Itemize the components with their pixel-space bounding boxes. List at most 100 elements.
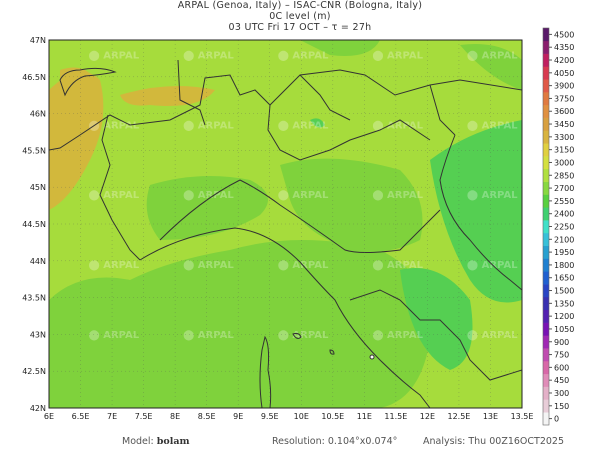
- arpal-watermark: ⬤ ARPAL: [467, 50, 518, 61]
- resolution-info: Resolution: 0.104°x0.074°: [272, 436, 398, 447]
- colorbar-swatch: [543, 412, 549, 426]
- colorbar-swatch: [543, 245, 549, 259]
- colorbar-swatch: [543, 28, 549, 42]
- colorbar-label: 3450: [554, 120, 574, 129]
- lon-tick-label: 9.5E: [261, 412, 279, 421]
- field-region-cool: [300, 40, 380, 56]
- colorbar-label: 3150: [554, 146, 574, 155]
- colorbar-label: 600: [554, 363, 569, 372]
- model-info: Model: bolam: [122, 436, 190, 447]
- colorbar-swatch: [543, 232, 549, 247]
- lat-tick-label: 46N: [30, 110, 46, 119]
- arpal-watermark: ⬤ ARPAL: [372, 120, 423, 131]
- colorbar-swatch: [543, 309, 549, 323]
- title-time: 03 UTC Fri 17 OCT – τ = 27h: [228, 22, 372, 33]
- colorbar-swatch: [543, 168, 549, 182]
- lat-tick-label: 43.5N: [22, 294, 46, 303]
- arpal-watermark: ⬤ ARPAL: [278, 120, 329, 131]
- arpal-watermark: ⬤ ARPAL: [89, 330, 140, 341]
- colorbar-swatch: [543, 284, 549, 298]
- arpal-watermark: ⬤ ARPAL: [278, 330, 329, 341]
- colorbar-label: 1650: [554, 274, 574, 283]
- lon-tick-label: 13E: [483, 412, 498, 421]
- colorbar-label: 4500: [554, 30, 574, 39]
- colorbar-swatch: [543, 348, 549, 362]
- title-field: 0C level (m): [269, 11, 331, 22]
- field-region-cooler: [400, 268, 473, 370]
- colorbar-swatch: [543, 258, 549, 272]
- colorbar-label: 450: [554, 376, 569, 385]
- colorbar: 0 150 300 450 600 750 900 1050 1200 1350 1500 1650 1…: [542, 27, 574, 426]
- colorbar-label: 2100: [554, 235, 574, 244]
- arpal-watermark: ⬤ ARPAL: [278, 190, 329, 201]
- lat-tick-label: 46.5N: [22, 73, 46, 82]
- colorbar-label: 4050: [554, 69, 574, 78]
- colorbar-label: 300: [554, 389, 569, 398]
- colorbar-swatch: [543, 399, 549, 413]
- lat-tick-label: 44.5N: [22, 220, 46, 229]
- colorbar-swatch: [543, 335, 549, 349]
- field-region-cool: [280, 158, 423, 252]
- arpal-watermark: ⬤ ARPAL: [89, 260, 140, 271]
- colorbar-label: 3750: [554, 94, 574, 103]
- arpal-watermark: ⬤ ARPAL: [467, 190, 518, 201]
- colorbar-swatch: [543, 271, 549, 285]
- map-frame: [48, 39, 523, 409]
- lat-tick-label: 43N: [30, 330, 46, 339]
- colorbar-swatch: [543, 92, 549, 106]
- arpal-watermark: ⬤ ARPAL: [183, 50, 234, 61]
- field-region-cooler: [430, 120, 522, 303]
- lon-tick-label: 8.5E: [198, 412, 216, 421]
- model-label: Model:: [122, 436, 154, 447]
- field-region-cool: [460, 44, 522, 90]
- lat-tick-label: 44N: [30, 257, 46, 266]
- colorbar-swatch: [543, 373, 549, 387]
- field-region-cool: [49, 240, 432, 408]
- lat-tick-label: 45N: [30, 183, 46, 192]
- lon-tick-label: 7E: [107, 412, 117, 421]
- arpal-watermark: ⬤ ARPAL: [89, 50, 140, 61]
- colorbar-swatch: [543, 143, 549, 157]
- colorbar-swatch: [543, 207, 549, 221]
- colorbar-swatch: [543, 79, 549, 93]
- arpal-watermark: ⬤ ARPAL: [183, 120, 234, 131]
- field-region-cooler: [310, 118, 325, 128]
- colorbar-swatch: [543, 194, 549, 208]
- colorbar-label: 2250: [554, 223, 574, 232]
- field-region-warm: [60, 67, 100, 120]
- arpal-watermark: ⬤ ARPAL: [278, 50, 329, 61]
- arpal-watermark: ⬤ ARPAL: [467, 120, 518, 131]
- lon-tick-label: 12.5E: [447, 412, 470, 421]
- lon-tick-label: 9E: [233, 412, 243, 421]
- arpal-watermark: ⬤ ARPAL: [372, 260, 423, 271]
- title-institutions: ARPAL (Genoa, Italy) – ISAC-CNR (Bologna…: [177, 0, 423, 11]
- colorbar-label: 150: [554, 402, 569, 411]
- colorbar-swatch: [543, 53, 549, 67]
- colorbar-swatch: [543, 66, 549, 80]
- colorbar-label: 0: [554, 415, 559, 424]
- lon-tick-label: 6E: [44, 412, 54, 421]
- colorbar-label: 4200: [554, 56, 574, 65]
- colorbar-swatch: [543, 40, 549, 54]
- colorbar-label: 1950: [554, 248, 574, 257]
- colorbar-label: 4350: [554, 43, 574, 52]
- colorbar-label: 900: [554, 338, 569, 347]
- arpal-watermark: ⬤ ARPAL: [89, 190, 140, 201]
- colorbar-swatch: [543, 156, 549, 170]
- arpal-watermark: ⬤ ARPAL: [183, 190, 234, 201]
- colorbar-label: 1050: [554, 325, 574, 334]
- arpal-watermark: ⬤ ARPAL: [372, 330, 423, 341]
- lon-tick-label: 13.5E: [511, 412, 534, 421]
- arpal-watermark: ⬤ ARPAL: [183, 260, 234, 271]
- lon-tick-label: 6.5E: [72, 412, 90, 421]
- colorbar-label: 1500: [554, 287, 574, 296]
- borders-coastlines: [49, 59, 522, 408]
- colorbar-label: 1350: [554, 299, 574, 308]
- colorbar-label: 3600: [554, 107, 574, 116]
- colorbar-swatch: [543, 130, 549, 144]
- arpal-watermark: ⬤ ARPAL: [183, 330, 234, 341]
- lon-tick-label: 11.5E: [384, 412, 407, 421]
- colorbar-label: 3000: [554, 158, 574, 167]
